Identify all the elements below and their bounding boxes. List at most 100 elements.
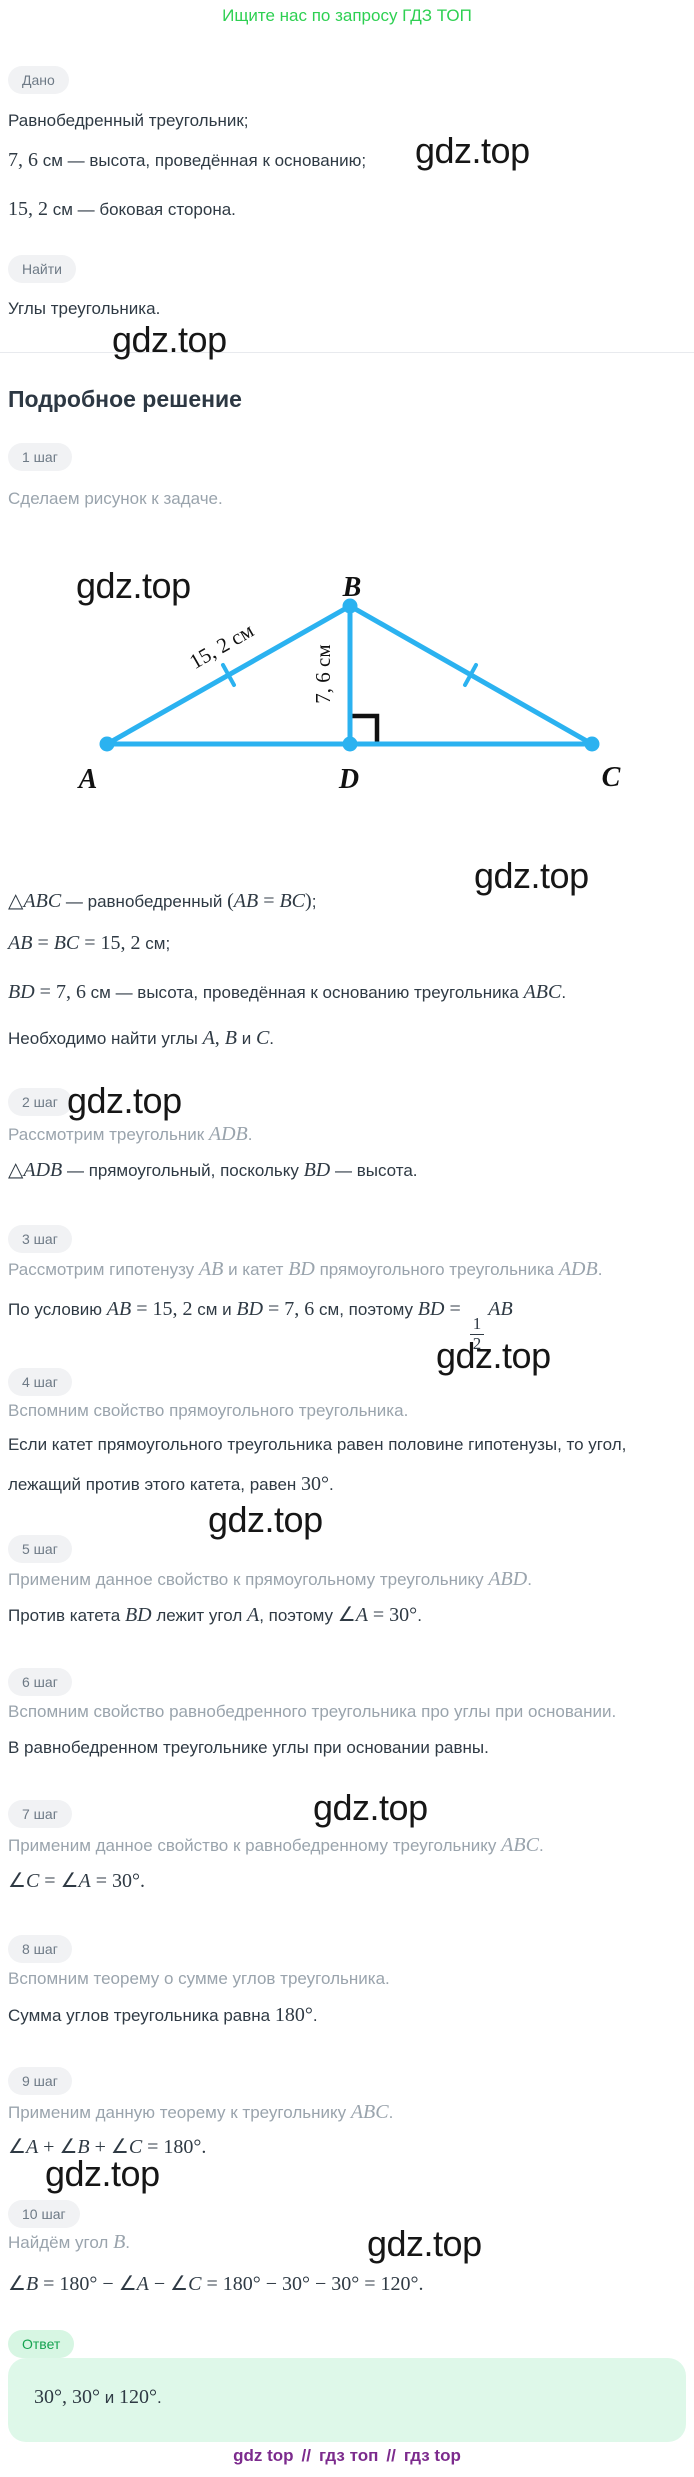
text-run: ADB bbox=[23, 1159, 63, 1181]
text-run: и bbox=[100, 2388, 119, 2407]
text-run: прямоугольного треугольника bbox=[314, 1260, 559, 1279]
text-run: = 7, 6 bbox=[34, 981, 86, 1003]
vertex-dot-B bbox=[342, 598, 358, 614]
text-run: = bbox=[258, 890, 280, 912]
watermark: gdz.top bbox=[313, 1787, 428, 1828]
text-run: = 180°. bbox=[142, 2136, 207, 2158]
text-run: см — боковая сторона. bbox=[48, 200, 236, 219]
text-run: Найдём угол bbox=[8, 2233, 114, 2252]
text-run: ∠ bbox=[8, 2273, 26, 2295]
text-run: — прямоугольный, поскольку bbox=[62, 1161, 304, 1180]
text-run: . bbox=[561, 983, 567, 1002]
answer-box bbox=[8, 2358, 686, 2442]
vertex-dot-A bbox=[99, 736, 115, 752]
footer-link-2[interactable]: гдз топ bbox=[319, 2446, 379, 2465]
text-run: . bbox=[247, 1125, 253, 1144]
text-run: A bbox=[246, 1604, 260, 1626]
text-run: Против катета bbox=[8, 1606, 125, 1625]
watermark: gdz.top bbox=[67, 1080, 182, 1121]
text-run: ∠ bbox=[118, 2273, 137, 2295]
step-5-badge: 5 шаг bbox=[8, 1535, 72, 1563]
text-run: 15, 2 bbox=[8, 198, 48, 220]
text-run: . bbox=[527, 1570, 532, 1589]
step-4-description: Вспомним свойство прямоугольного треугол… bbox=[8, 1398, 408, 1425]
text-run: BD bbox=[124, 1604, 152, 1626]
text-run: Применим данную теорему к треугольнику bbox=[8, 2103, 351, 2122]
watermark: gdz.top bbox=[436, 1335, 551, 1376]
find-line-1: Углы треугольника. bbox=[8, 296, 160, 323]
right-angle-mark bbox=[350, 713, 380, 744]
text-run: Рассмотрим треугольник bbox=[8, 1125, 209, 1144]
text-run: 7, 6 bbox=[8, 149, 38, 171]
step-10-statement: ∠B = 180° − ∠A − ∠C = 180° − 30° − 30° =… bbox=[8, 2271, 424, 2299]
text-run: △ bbox=[8, 1159, 24, 1181]
answer-badge: Ответ bbox=[8, 2330, 75, 2358]
text-run: B bbox=[224, 1027, 237, 1049]
step-10-description: Найдём угол B. bbox=[8, 2229, 130, 2257]
text-run: + bbox=[38, 2136, 60, 2158]
watermark: gdz.top bbox=[367, 2223, 482, 2264]
text-run: ∠ bbox=[337, 1604, 356, 1626]
footer-link-1[interactable]: gdz top bbox=[233, 2446, 294, 2465]
footer: gdz top // гдз топ // гдз top bbox=[0, 2446, 694, 2466]
vertex-label-B: B bbox=[342, 572, 362, 603]
text-run: = 30°. bbox=[90, 1870, 145, 1892]
text-run: Вспомним теорему о сумме углов треугольн… bbox=[8, 1969, 390, 1988]
text-run: см; bbox=[140, 934, 171, 953]
text-run: A bbox=[355, 1604, 368, 1626]
text-run: B bbox=[25, 2273, 39, 2295]
step-9-statement: ∠A + ∠B + ∠C = 180°. bbox=[8, 2134, 206, 2162]
text-run: Сумма углов треугольника равна bbox=[8, 2006, 275, 2025]
text-run: . bbox=[269, 1029, 275, 1048]
given-line-2: 7, 6 см — высота, проведённая к основани… bbox=[8, 147, 366, 175]
step-8-badge: 8 шаг bbox=[8, 1935, 72, 1963]
footer-link-3[interactable]: гдз top bbox=[403, 2446, 461, 2465]
text-run: B bbox=[113, 2231, 126, 2253]
text-run: + bbox=[89, 2136, 111, 2158]
text-run: − bbox=[148, 2273, 171, 2295]
step-2-badge: 2 шаг bbox=[8, 1088, 72, 1116]
tick-mark-AB bbox=[221, 663, 236, 687]
text-run: = 180° − bbox=[38, 2273, 119, 2295]
text-run: = bbox=[39, 1870, 61, 1892]
text-run: , bbox=[214, 1027, 225, 1049]
text-run: ∠ bbox=[8, 2136, 26, 2158]
site-promo-link[interactable]: Ищите нас по запросу ГДЗ ТОП bbox=[222, 6, 472, 25]
step-1-badge: 1 шаг bbox=[8, 443, 72, 471]
text-run: Если катет прямоугольного треугольника р… bbox=[8, 1435, 627, 1454]
step-1-note-2: AB = BC = 15, 2 см; bbox=[8, 930, 170, 958]
step-9-description: Применим данную теорему к треугольнику A… bbox=[8, 2099, 393, 2127]
text-run: AB bbox=[8, 932, 33, 954]
text-run: C bbox=[255, 1027, 270, 1049]
text-run: 180° bbox=[274, 2004, 313, 2026]
vertex-dot-D bbox=[342, 736, 358, 752]
text-run: см — высота, проведённая к основанию тре… bbox=[85, 983, 524, 1002]
section-divider bbox=[0, 352, 694, 353]
text-run: AB bbox=[233, 890, 259, 912]
footer-separator: // bbox=[301, 2446, 311, 2465]
given-badge: Дано bbox=[8, 66, 69, 94]
text-run: ABC bbox=[23, 890, 62, 912]
text-run: ADB bbox=[208, 1123, 248, 1145]
text-run: Вспомним свойство прямоугольного треугол… bbox=[8, 1401, 409, 1420]
text-run: = 180° − 30° − 30° = 120°. bbox=[201, 2273, 424, 2295]
step-7-statement: ∠C = ∠A = 30°. bbox=[8, 1868, 145, 1896]
text-run: 120° bbox=[118, 2386, 157, 2408]
step-6-description: Вспомним свойство равнобедренного треуго… bbox=[8, 1699, 616, 1726]
text-run: ∠ bbox=[110, 2136, 129, 2158]
text-run: BC bbox=[279, 890, 306, 912]
text-run: BD bbox=[288, 1258, 315, 1280]
text-run: . bbox=[156, 2388, 162, 2407]
text-run: Равнобедренный треугольник; bbox=[8, 111, 249, 130]
text-run: AB bbox=[198, 1258, 224, 1280]
step-1-description: Сделаем рисунок к задаче. bbox=[8, 486, 223, 513]
step-4-statement-line-2: лежащий против этого катета, равен 30°. bbox=[8, 1471, 334, 1499]
triangle-diagram: A B C D 15, 2 см 7, 6 см bbox=[77, 572, 621, 795]
watermark: gdz.top bbox=[112, 319, 227, 360]
text-run: B bbox=[77, 2136, 90, 2158]
text-run: AB bbox=[488, 1298, 513, 1320]
text-run: и bbox=[237, 1029, 256, 1048]
text-run: Вспомним свойство равнобедренного треуго… bbox=[8, 1702, 617, 1721]
text-run: A bbox=[25, 2136, 39, 2158]
